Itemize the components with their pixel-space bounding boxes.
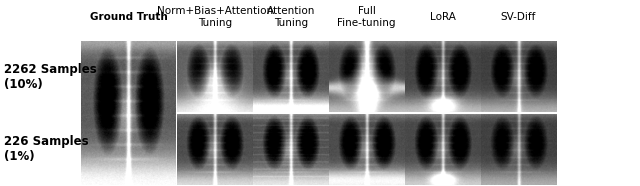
Text: Ground Truth: Ground Truth xyxy=(90,12,168,22)
Text: Attention
Tuning: Attention Tuning xyxy=(267,6,315,28)
Text: 226 Samples
(1%): 226 Samples (1%) xyxy=(4,135,88,163)
Text: SV-Diff: SV-Diff xyxy=(500,12,536,22)
Text: 2262 Samples
(10%): 2262 Samples (10%) xyxy=(4,63,97,91)
Text: Full
Fine-tuning: Full Fine-tuning xyxy=(337,6,396,28)
Text: Norm+Bias+Attention
Tuning: Norm+Bias+Attention Tuning xyxy=(157,6,273,28)
Text: LoRA: LoRA xyxy=(429,12,456,22)
